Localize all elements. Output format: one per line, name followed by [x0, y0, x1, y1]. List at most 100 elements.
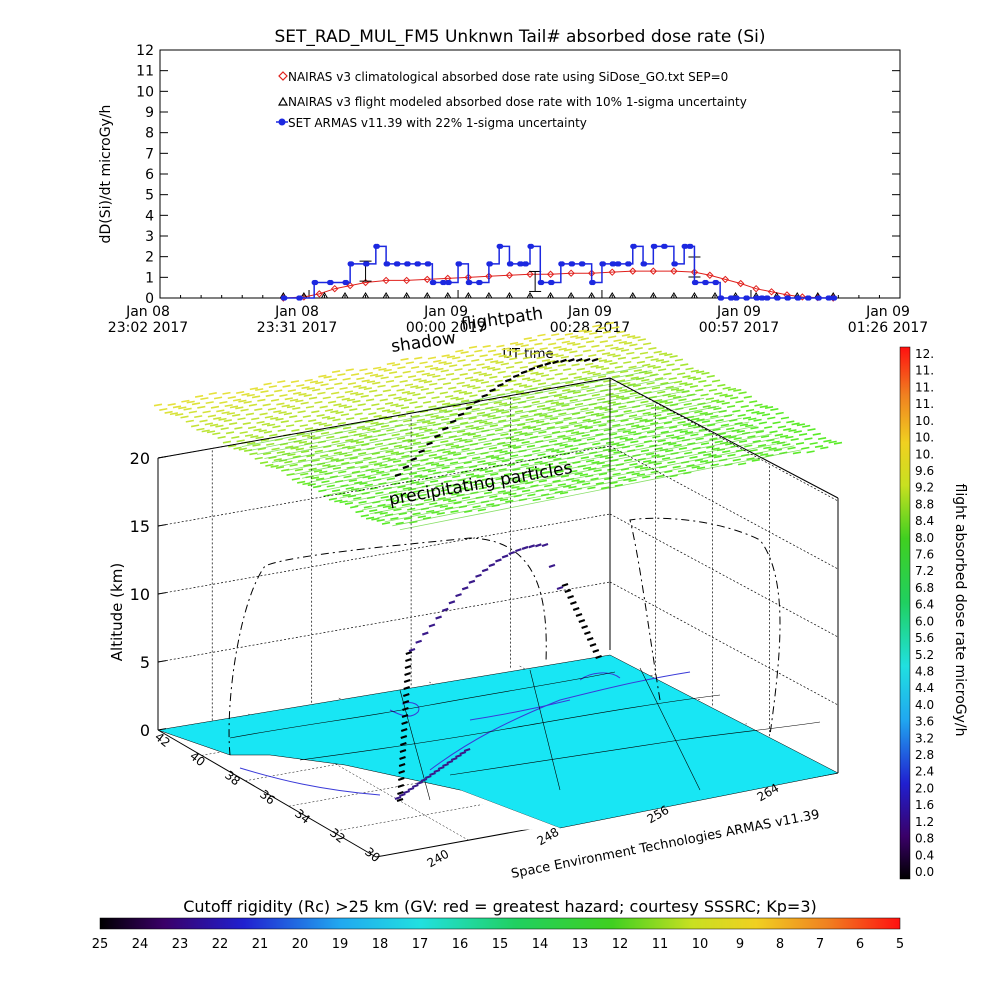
- particle-dash: [739, 423, 749, 427]
- particle-dash: [820, 446, 829, 450]
- particle-dash: [598, 472, 608, 476]
- armas-point: [508, 261, 514, 267]
- particle-dash: [804, 437, 813, 441]
- particle-dash: [164, 410, 173, 414]
- particle-dash: [726, 405, 736, 409]
- particle-dash: [668, 442, 677, 446]
- z-tick-label: 0: [140, 721, 150, 740]
- particle-dash: [405, 431, 414, 435]
- particle-dash: [441, 402, 451, 406]
- particle-dash: [489, 424, 498, 428]
- particle-dash: [554, 490, 563, 494]
- particle-dash: [589, 331, 598, 335]
- flight-dash: [402, 699, 410, 705]
- top-y-tick-label: 11: [136, 64, 154, 80]
- particle-dash: [291, 477, 300, 481]
- particle-dash: [482, 413, 491, 417]
- particle-dash: [487, 414, 496, 418]
- particle-dash: [354, 412, 363, 416]
- particle-dash: [699, 459, 709, 463]
- flight-dash: [561, 582, 569, 588]
- particle-dash: [356, 425, 365, 429]
- particle-dash: [620, 467, 630, 471]
- flight-dash: [461, 586, 469, 591]
- particle-dash: [505, 499, 514, 503]
- particle-dash: [774, 433, 783, 437]
- particle-dash: [376, 407, 385, 411]
- particle-dash: [509, 357, 518, 361]
- particle-dash: [574, 424, 583, 428]
- particle-dash: [381, 409, 391, 413]
- particle-dash: [636, 425, 645, 429]
- particle-dash: [809, 441, 818, 445]
- particle-dash: [622, 381, 631, 385]
- particle-dash: [272, 425, 281, 429]
- dose-colorbar-tick-label: 11.: [915, 397, 934, 411]
- particle-dash: [513, 494, 522, 498]
- particle-streak: [332, 413, 735, 495]
- particle-dash: [304, 442, 313, 446]
- top-x-tick-date: Jan 08: [125, 304, 170, 320]
- triangle-marker: [587, 292, 596, 299]
- particle-dash: [305, 405, 315, 409]
- flight-dash: [426, 441, 433, 446]
- particle-dash: [751, 458, 760, 462]
- particle-dash: [765, 454, 774, 458]
- particle-dash: [460, 399, 470, 403]
- particle-dash: [671, 435, 680, 439]
- particle-dash: [379, 463, 388, 467]
- particle-dash: [658, 416, 667, 420]
- particle-dash: [410, 433, 419, 437]
- particle-dash: [250, 435, 259, 439]
- particle-dash: [288, 437, 297, 441]
- particle-dash: [660, 381, 669, 385]
- particle-dash: [363, 505, 373, 509]
- particle-dash: [159, 407, 168, 411]
- particle-dash: [606, 419, 616, 423]
- particle-dash: [652, 365, 661, 369]
- diamond-marker: [382, 276, 390, 285]
- particle-dash: [319, 454, 329, 458]
- particle-dash: [241, 392, 250, 396]
- particle-dash: [687, 376, 696, 380]
- particle-dash: [400, 357, 409, 361]
- particle-dash: [662, 441, 672, 445]
- dose-colorbar-tick-label: 4.8: [915, 664, 934, 678]
- particle-dash: [384, 513, 394, 517]
- box-front-bottom-y: [157, 729, 377, 858]
- particle-dash: [627, 335, 636, 339]
- particle-dash: [397, 414, 407, 418]
- particle-dash: [531, 351, 540, 355]
- particle-dash: [290, 380, 300, 384]
- particle-dash: [200, 397, 209, 401]
- particle-dash: [402, 370, 411, 374]
- particle-dash: [586, 388, 595, 392]
- flight-dash: [405, 650, 413, 656]
- flight-dash: [407, 786, 415, 792]
- particle-dash: [213, 416, 222, 420]
- particle-dash: [382, 389, 392, 393]
- particle-dash: [534, 342, 543, 346]
- particle-dash: [695, 437, 704, 441]
- particle-dash: [775, 411, 784, 415]
- particle-dash: [384, 416, 393, 420]
- particle-dash: [242, 422, 251, 425]
- border-6: [639, 667, 701, 791]
- particle-dash: [224, 404, 233, 408]
- particle-dash: [611, 442, 620, 446]
- particle-dash: [773, 448, 783, 452]
- top-y-tick-label: 6: [145, 167, 154, 183]
- particle-dash: [531, 400, 540, 404]
- particle-dash: [369, 373, 379, 377]
- particle-dash: [710, 414, 719, 418]
- particle-dash: [366, 380, 376, 384]
- particle-dash: [653, 462, 662, 466]
- particle-dash: [438, 475, 447, 479]
- flight-dash: [403, 678, 411, 684]
- armas-point: [816, 295, 822, 301]
- particle-dash: [338, 470, 347, 474]
- particle-dash: [327, 416, 336, 420]
- particle-dash: [231, 435, 240, 439]
- legend-triangle-icon: [277, 96, 289, 106]
- particle-dash: [525, 418, 534, 422]
